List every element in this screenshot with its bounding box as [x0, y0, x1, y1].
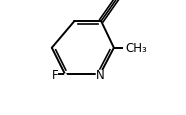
Text: CH₃: CH₃	[126, 42, 147, 55]
Text: N: N	[96, 68, 104, 81]
Text: F: F	[51, 68, 58, 81]
